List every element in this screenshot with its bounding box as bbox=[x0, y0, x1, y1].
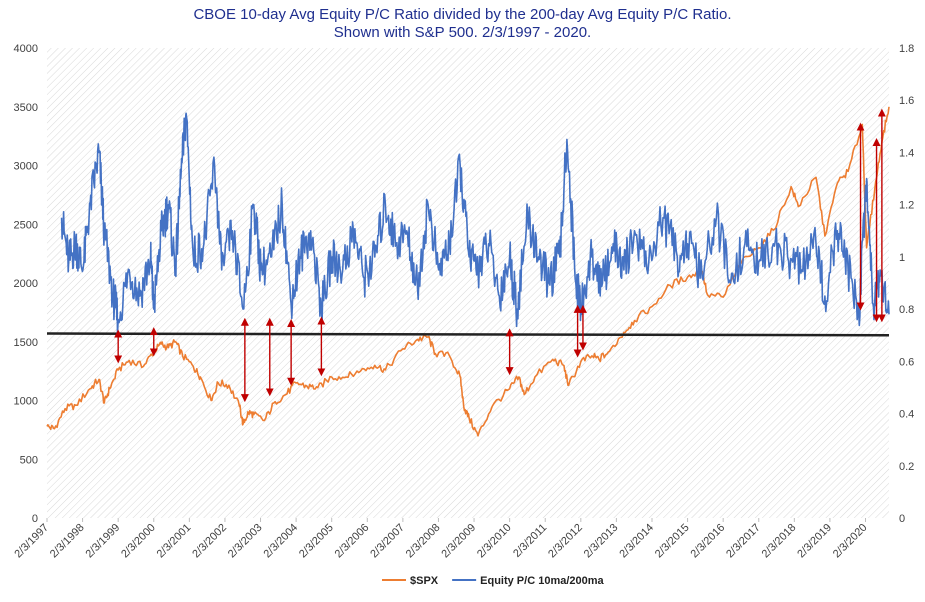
x-tick-label: 2/3/2005 bbox=[297, 522, 336, 561]
x-tick-label: 2/3/1999 bbox=[84, 522, 123, 561]
y-right-tick-label: 1.2 bbox=[899, 200, 914, 212]
series-line-equity-pc bbox=[60, 112, 890, 337]
y-right-tick-label: 0.6 bbox=[899, 356, 914, 368]
y-right-tick-label: 0.8 bbox=[899, 304, 914, 316]
y-right-tick-label: 1.8 bbox=[899, 43, 914, 55]
x-tick-label: 2/3/2011 bbox=[511, 522, 549, 560]
x-tick-label: 2/3/2002 bbox=[190, 522, 229, 561]
y-left-tick-label: 0 bbox=[32, 513, 38, 525]
x-tick-label: 2/3/2019 bbox=[795, 522, 834, 561]
x-tick-label: 2/3/2008 bbox=[404, 522, 443, 561]
legend-label: $SPX bbox=[410, 575, 439, 587]
y-left-tick-label: 500 bbox=[20, 454, 38, 466]
x-tick-label: 2/3/2009 bbox=[439, 522, 478, 561]
y-right-tick-label: 0.4 bbox=[899, 409, 914, 421]
x-tick-label: 2/3/2010 bbox=[475, 522, 514, 561]
x-tick-label: 2/3/2000 bbox=[119, 522, 158, 561]
y-left-tick-label: 3500 bbox=[14, 102, 38, 114]
y-left-tick-label: 1000 bbox=[14, 396, 38, 408]
y-left-tick-label: 3000 bbox=[14, 161, 38, 173]
y-axis-right: 0 0.2 0.4 0.6 0.8 1 1.2 1.4 1.6 1.8 bbox=[899, 43, 914, 525]
x-tick-label: 2/3/2013 bbox=[582, 522, 621, 561]
y-right-tick-label: 1.6 bbox=[899, 95, 914, 107]
x-tick-label: 2/3/2014 bbox=[617, 522, 656, 561]
x-tick-label: 2/3/2004 bbox=[261, 522, 300, 561]
x-tick-label: 2/3/2012 bbox=[546, 522, 585, 561]
legend: $SPX Equity P/C 10ma/200ma bbox=[382, 575, 605, 587]
y-axis-left: 0 500 1000 1500 2000 2500 3000 3500 4000 bbox=[14, 43, 38, 525]
x-tick-label: 2/3/2003 bbox=[226, 522, 265, 561]
chart-title: CBOE 10-day Avg Equity P/C Ratio divided… bbox=[193, 6, 732, 23]
x-tick-label: 2/3/2020 bbox=[831, 522, 870, 561]
y-right-tick-label: 0 bbox=[899, 513, 905, 525]
x-tick-label: 2/3/1998 bbox=[48, 522, 87, 561]
x-tick-label: 2/3/2007 bbox=[368, 522, 407, 561]
legend-label: Equity P/C 10ma/200ma bbox=[480, 575, 604, 587]
series-layer bbox=[46, 106, 890, 437]
x-tick-label: 2/3/2006 bbox=[333, 522, 372, 561]
y-right-tick-label: 1 bbox=[899, 252, 905, 264]
y-left-tick-label: 2000 bbox=[14, 278, 38, 290]
annotation-arrows bbox=[114, 108, 886, 403]
x-tick-label: 2/3/2016 bbox=[689, 522, 728, 561]
x-tick-label: 2/3/1997 bbox=[12, 522, 51, 561]
y-left-tick-label: 2500 bbox=[14, 219, 38, 231]
reference-line bbox=[46, 332, 890, 337]
x-axis: 2/3/19972/3/19982/3/19992/3/20002/3/2001… bbox=[12, 518, 870, 561]
y-left-tick-label: 1500 bbox=[14, 337, 38, 349]
x-tick-label: 2/3/2015 bbox=[653, 522, 692, 561]
series-line-spx bbox=[46, 106, 890, 437]
x-tick-label: 2/3/2017 bbox=[724, 522, 763, 561]
y-right-tick-label: 0.2 bbox=[899, 461, 914, 473]
y-right-tick-label: 1.4 bbox=[899, 147, 914, 159]
chart-subtitle: Shown with S&P 500. 2/3/1997 - 2020. bbox=[333, 24, 592, 41]
plot-area-background bbox=[47, 48, 889, 518]
x-tick-label: 2/3/2018 bbox=[760, 522, 799, 561]
x-tick-label: 2/3/2001 bbox=[155, 522, 194, 561]
chart-title-block: CBOE 10-day Avg Equity P/C Ratio divided… bbox=[0, 6, 925, 42]
y-left-tick-label: 4000 bbox=[14, 43, 38, 55]
reference-line-layer bbox=[46, 332, 890, 337]
